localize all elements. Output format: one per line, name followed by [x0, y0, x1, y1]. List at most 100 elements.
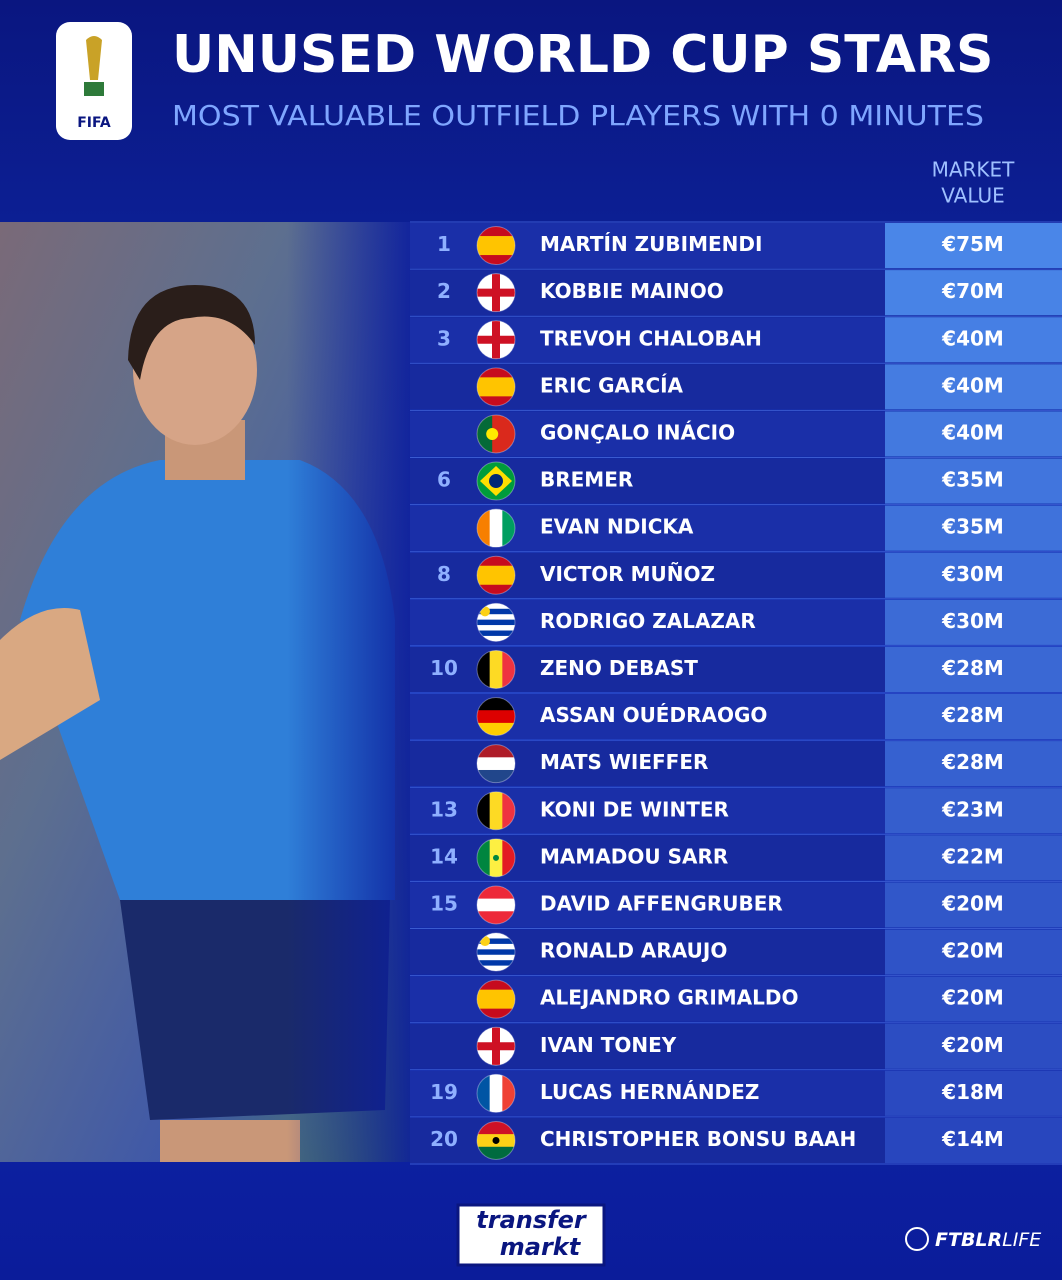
rank: 6 [437, 468, 451, 492]
value-cell [885, 788, 1062, 834]
value-cell [885, 694, 1062, 740]
market-value: €20M [941, 1033, 1004, 1057]
flag [477, 1027, 515, 1066]
flag [477, 509, 515, 548]
flag [477, 885, 515, 924]
flag [477, 791, 515, 830]
brand-text: markt [500, 1233, 582, 1261]
value-cell [885, 599, 1062, 645]
market-value: €35M [941, 515, 1004, 539]
value-cell [885, 223, 1062, 269]
player-name: MARTÍN ZUBIMENDI [540, 232, 762, 256]
market-value: €14M [941, 1127, 1004, 1151]
subtitle: MOST VALUABLE OUTFIELD PLAYERS WITH 0 MI… [172, 99, 984, 132]
rank: 2 [437, 279, 451, 303]
column-header: MARKET [932, 158, 1016, 182]
value-cell [885, 1023, 1062, 1069]
value-cell [885, 552, 1062, 598]
player-name: ERIC GARCÍA [540, 373, 684, 397]
market-value: €18M [941, 1080, 1004, 1104]
market-value: €20M [941, 939, 1004, 963]
value-cell [885, 317, 1062, 363]
fifa-logo: FIFA [56, 22, 132, 140]
market-value: €30M [941, 562, 1004, 586]
player-name: MAMADOU SARR [540, 844, 728, 868]
transfermarkt-logo: transfer markt [456, 1203, 606, 1267]
player-name: ALEJANDRO GRIMALDO [540, 986, 799, 1010]
player-name: EVAN NDICKA [540, 515, 694, 539]
market-value: €40M [941, 420, 1004, 444]
market-value: €40M [941, 373, 1004, 397]
market-value: €40M [941, 326, 1004, 350]
market-value: €20M [941, 891, 1004, 915]
market-value: €20M [941, 986, 1004, 1010]
flag [477, 603, 515, 642]
credit: FTBLRLIFE [935, 1229, 1041, 1251]
flag [477, 697, 515, 736]
market-value: €23M [941, 797, 1004, 821]
rank: 20 [430, 1127, 458, 1151]
flag [477, 367, 515, 406]
value-cell [885, 458, 1062, 504]
rank: 14 [430, 844, 458, 868]
player-name: VICTOR MUÑOZ [540, 562, 715, 586]
flag [477, 462, 515, 501]
player-name: KONI DE WINTER [540, 797, 729, 821]
player-name: GONÇALO INÁCIO [540, 420, 735, 444]
flag [477, 273, 515, 312]
value-cell [885, 882, 1062, 928]
value-cell [885, 1070, 1062, 1116]
rank: 3 [437, 326, 451, 350]
rank: 10 [430, 656, 458, 680]
value-cell [885, 411, 1062, 457]
player-name: ASSAN OUÉDRAOGO [540, 703, 767, 727]
value-cell [885, 505, 1062, 551]
market-value: €28M [941, 703, 1004, 727]
player-name: RONALD ARAUJO [540, 939, 727, 963]
player-name: KOBBIE MAINOO [540, 279, 724, 303]
market-value: €70M [941, 279, 1004, 303]
market-value: €22M [941, 844, 1004, 868]
value-cell [885, 835, 1062, 881]
flag [477, 744, 515, 783]
title: UNUSED WORLD CUP STARS [172, 25, 993, 85]
value-cell [885, 741, 1062, 787]
flag [477, 838, 515, 877]
player-name: IVAN TONEY [540, 1033, 677, 1057]
rank: 19 [430, 1080, 458, 1104]
player-name: ZENO DEBAST [540, 656, 698, 680]
value-cell [885, 1117, 1062, 1163]
flag [477, 1074, 515, 1113]
rank: 15 [430, 891, 458, 915]
flag [477, 980, 515, 1019]
market-value: €30M [941, 609, 1004, 633]
market-value: €28M [941, 656, 1004, 680]
flag [477, 650, 515, 689]
player-name: MATS WIEFFER [540, 750, 708, 774]
flag [477, 1121, 515, 1160]
value-cell [885, 270, 1062, 316]
player-name: BREMER [540, 468, 633, 492]
logo-text: FIFA [77, 115, 111, 131]
rank: 8 [437, 562, 451, 586]
market-value: €35M [941, 468, 1004, 492]
value-cell [885, 929, 1062, 975]
flag [477, 320, 515, 359]
player-name: TREVOH CHALOBAH [540, 326, 762, 350]
value-cell [885, 364, 1062, 410]
player-name: DAVID AFFENGRUBER [540, 891, 783, 915]
credit-icon [905, 1227, 929, 1251]
player-name: LUCAS HERNÁNDEZ [540, 1080, 759, 1104]
column-header: VALUE [941, 184, 1005, 208]
flag [477, 556, 515, 595]
brand-text: transfer [476, 1206, 588, 1234]
value-cell [885, 646, 1062, 692]
rank: 13 [430, 797, 458, 821]
player-name: CHRISTOPHER BONSU BAAH [540, 1127, 856, 1151]
player-name: RODRIGO ZALAZAR [540, 609, 756, 633]
market-value: €75M [941, 232, 1004, 256]
market-value: €28M [941, 750, 1004, 774]
rank: 1 [437, 232, 451, 256]
flag [477, 414, 515, 453]
